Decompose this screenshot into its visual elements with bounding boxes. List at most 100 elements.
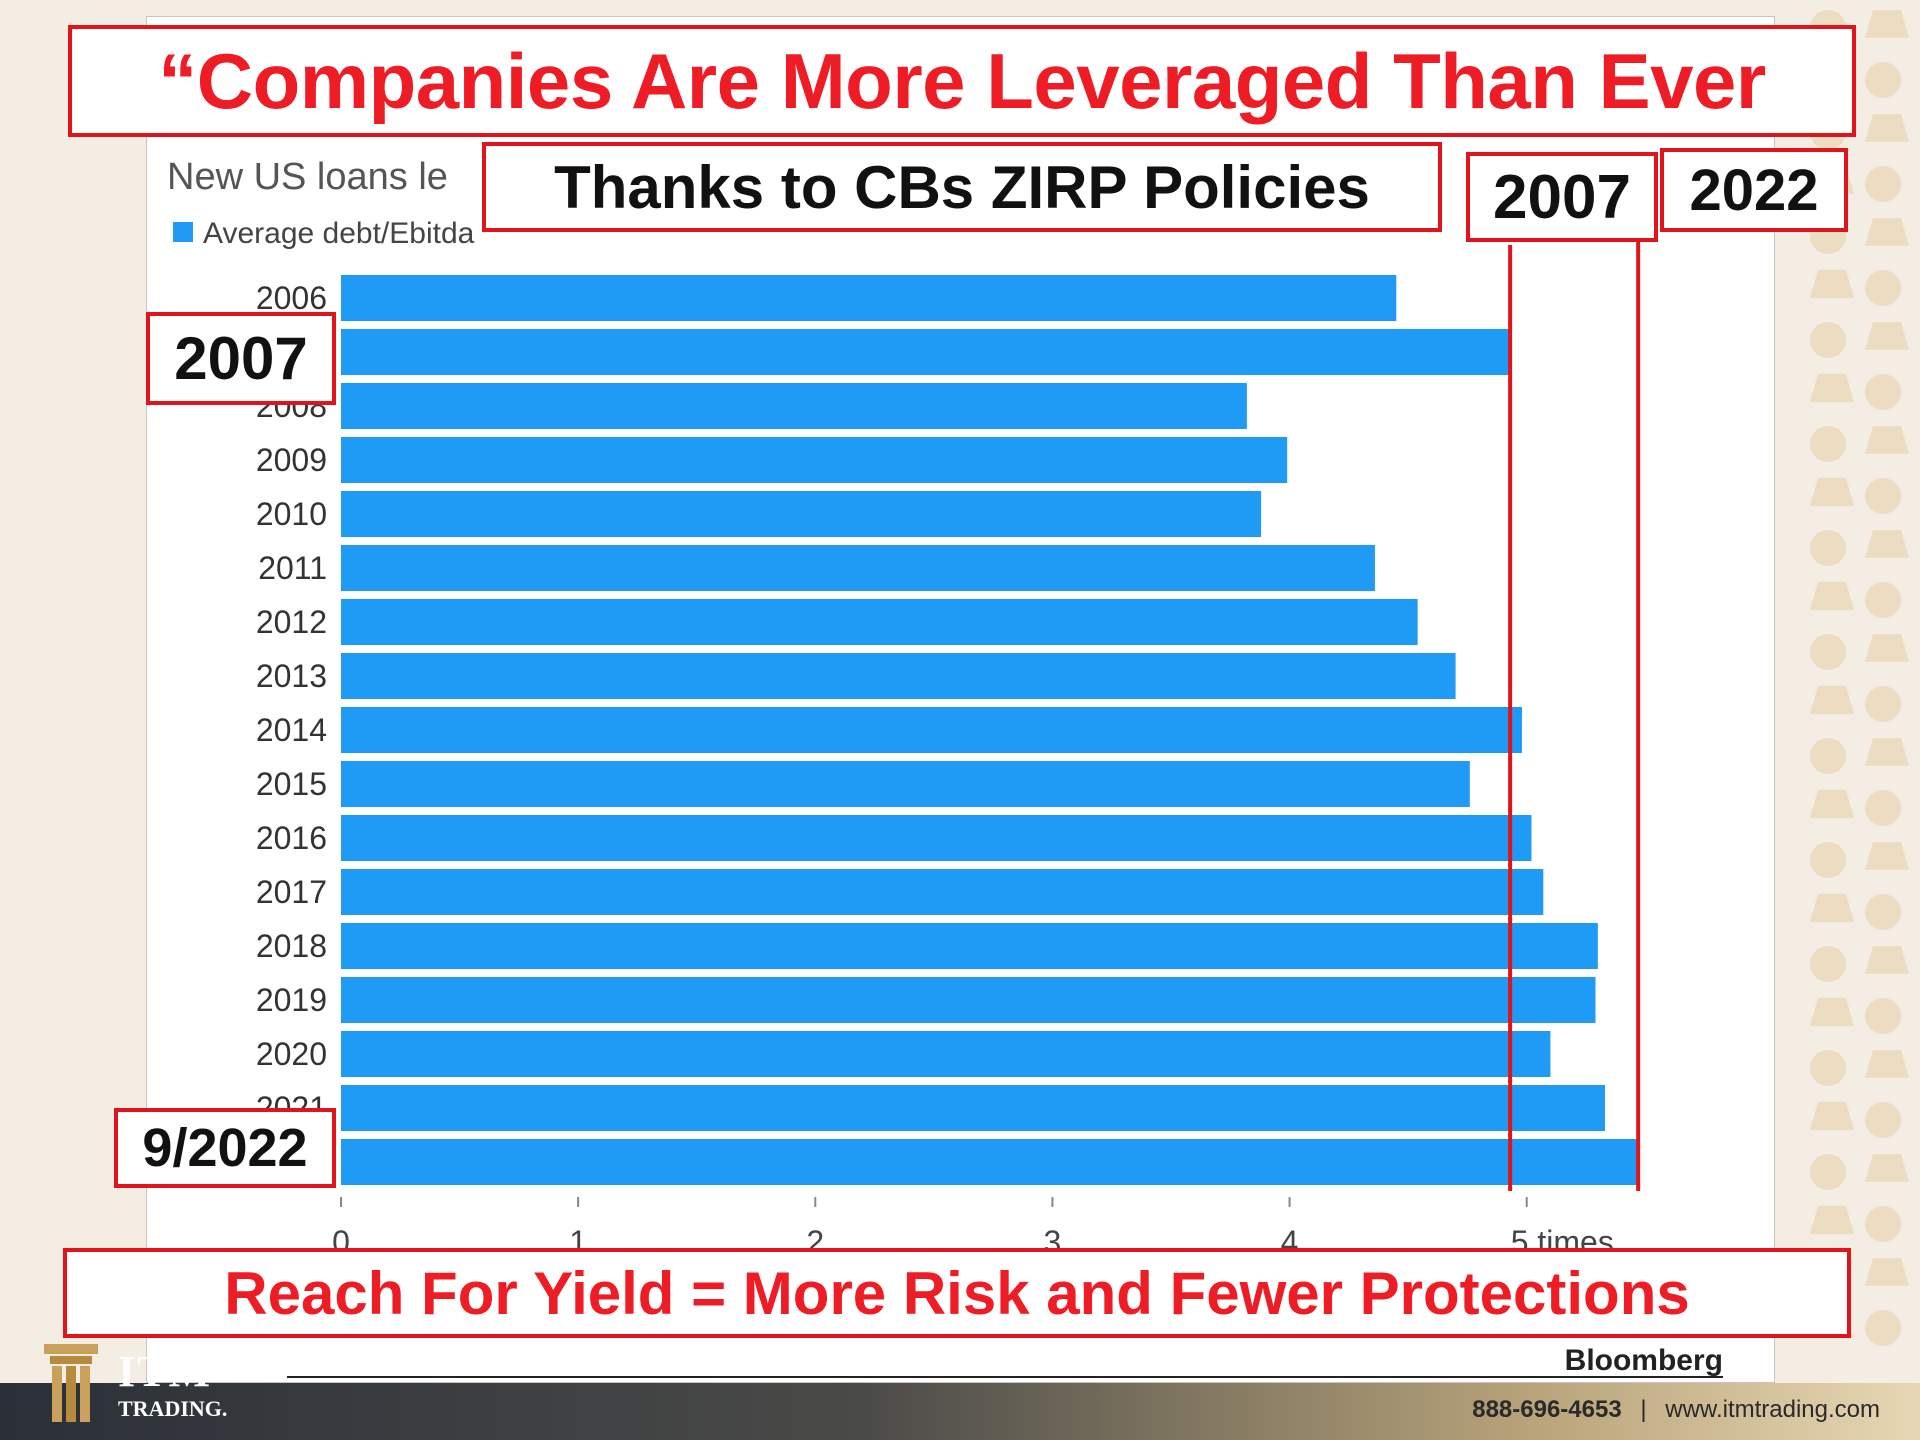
decor-shape xyxy=(1865,1258,1909,1286)
bar-2020 xyxy=(341,1031,1551,1077)
category-label-2020: 2020 xyxy=(256,1036,327,1072)
decor-shape xyxy=(1865,166,1901,202)
decor-shape xyxy=(1865,114,1909,142)
decor-shape xyxy=(1810,894,1854,922)
label-2007-left-text: 2007 xyxy=(174,325,308,392)
bar-2017 xyxy=(341,869,1544,915)
bottom-callout: Reach For Yield = More Risk and Fewer Pr… xyxy=(63,1248,1851,1338)
decor-shape xyxy=(1865,842,1909,870)
decor-shape xyxy=(1865,790,1901,826)
chart-subtitle: New US loans le xyxy=(167,156,448,198)
decor-shape xyxy=(1810,946,1846,982)
decor-shape xyxy=(1865,686,1901,722)
brand-logo-subtext: TRADING. xyxy=(118,1396,228,1421)
decor-shape xyxy=(1865,634,1909,662)
bar-2015 xyxy=(341,761,1470,807)
bar-2011 xyxy=(341,545,1375,591)
category-label-2013: 2013 xyxy=(256,658,327,694)
decor-shape xyxy=(1810,1050,1846,1086)
bar-2012 xyxy=(341,599,1418,645)
decor-shape xyxy=(1810,582,1854,610)
decor-shape xyxy=(1810,530,1846,566)
decor-shape xyxy=(1810,634,1846,670)
bar-2006 xyxy=(341,275,1397,321)
decor-shape xyxy=(1865,478,1901,514)
decor-shape xyxy=(1865,1310,1901,1346)
headline-text: “Companies Are More Leveraged Than Ever xyxy=(158,36,1766,125)
decor-shape xyxy=(1865,218,1909,246)
decor-shape xyxy=(1865,426,1909,454)
bottom-callout-text: Reach For Yield = More Risk and Fewer Pr… xyxy=(224,1259,1690,1327)
decor-shape xyxy=(1865,270,1901,306)
decor-shape xyxy=(1810,426,1846,462)
footer-contact: 888-696-4653 | www.itmtrading.com xyxy=(1472,1396,1880,1424)
decor-shape xyxy=(1865,322,1909,350)
decor-shape xyxy=(1865,1206,1901,1242)
category-label-2011: 2011 xyxy=(258,550,327,586)
decor-shape xyxy=(1865,374,1901,410)
label-2007-top: 2007 xyxy=(1466,152,1658,242)
decor-shape xyxy=(1810,270,1854,298)
bar-2018 xyxy=(341,923,1598,969)
decor-shape xyxy=(1865,946,1909,974)
phone-number[interactable]: 888-696-4653 xyxy=(1472,1396,1622,1423)
category-label-2015: 2015 xyxy=(256,766,327,802)
headline-callout: “Companies Are More Leveraged Than Ever xyxy=(68,25,1856,137)
decor-shape xyxy=(1865,1102,1901,1138)
category-label-2018: 2018 xyxy=(256,928,327,964)
bar-2009 xyxy=(341,437,1288,483)
footer-separator: | xyxy=(1640,1396,1647,1423)
pillar-logo-icon xyxy=(44,1344,98,1422)
category-label-2019: 2019 xyxy=(256,982,327,1018)
decor-shape xyxy=(1810,790,1854,818)
category-label-2006: 2006 xyxy=(256,280,327,316)
decor-shape xyxy=(1810,842,1846,878)
decor-shape xyxy=(1865,530,1909,558)
decor-shape xyxy=(1810,1206,1854,1234)
decor-shape xyxy=(1865,10,1909,38)
decor-shape xyxy=(1810,374,1854,402)
website-link[interactable]: www.itmtrading.com xyxy=(1665,1396,1880,1423)
source-label: Bloomberg xyxy=(1565,1344,1723,1377)
decor-shape xyxy=(1865,582,1901,618)
label-9-2022: 9/2022 xyxy=(114,1108,336,1188)
bar-2016 xyxy=(341,815,1532,861)
decor-shape xyxy=(1865,1154,1909,1182)
bar-2008 xyxy=(341,383,1247,429)
label-2007-left: 2007 xyxy=(146,312,336,405)
bar-2013 xyxy=(341,653,1456,699)
decor-shape xyxy=(1865,1050,1909,1078)
subhead-callout: Thanks to CBs ZIRP Policies xyxy=(482,142,1442,232)
bar-2021 xyxy=(341,1085,1605,1131)
subhead-text: Thanks to CBs ZIRP Policies xyxy=(554,153,1370,221)
decor-shape xyxy=(1810,322,1846,358)
label-2022-top-text: 2022 xyxy=(1689,157,1819,223)
bar-2014 xyxy=(341,707,1522,753)
decor-shape xyxy=(1810,738,1846,774)
footer-bar xyxy=(0,1383,1920,1440)
bar-9-2022 xyxy=(341,1139,1639,1185)
category-label-2014: 2014 xyxy=(256,712,327,748)
decor-shape xyxy=(1865,998,1901,1034)
bar-2007 xyxy=(341,329,1511,375)
legend-label: Average debt/Ebitda xyxy=(203,217,475,250)
brand-logo-text: ITM xyxy=(118,1347,212,1396)
label-2007-top-text: 2007 xyxy=(1493,162,1631,232)
bar-2010 xyxy=(341,491,1262,537)
label-9-2022-text: 9/2022 xyxy=(142,1118,308,1178)
bar-2019 xyxy=(341,977,1596,1023)
legend-swatch xyxy=(173,222,193,242)
decor-shape xyxy=(1865,894,1901,930)
label-2022-top: 2022 xyxy=(1660,148,1848,232)
decor-shape xyxy=(1810,478,1854,506)
category-label-2010: 2010 xyxy=(256,496,327,532)
decor-shape xyxy=(1865,62,1901,98)
decor-shape xyxy=(1810,686,1854,714)
decor-shape xyxy=(1810,1154,1846,1190)
decor-shape xyxy=(1865,738,1909,766)
category-label-2017: 2017 xyxy=(256,874,327,910)
decor-shape xyxy=(1810,998,1854,1026)
category-label-2009: 2009 xyxy=(256,442,327,478)
category-label-2012: 2012 xyxy=(256,604,327,640)
category-label-2016: 2016 xyxy=(256,820,327,856)
